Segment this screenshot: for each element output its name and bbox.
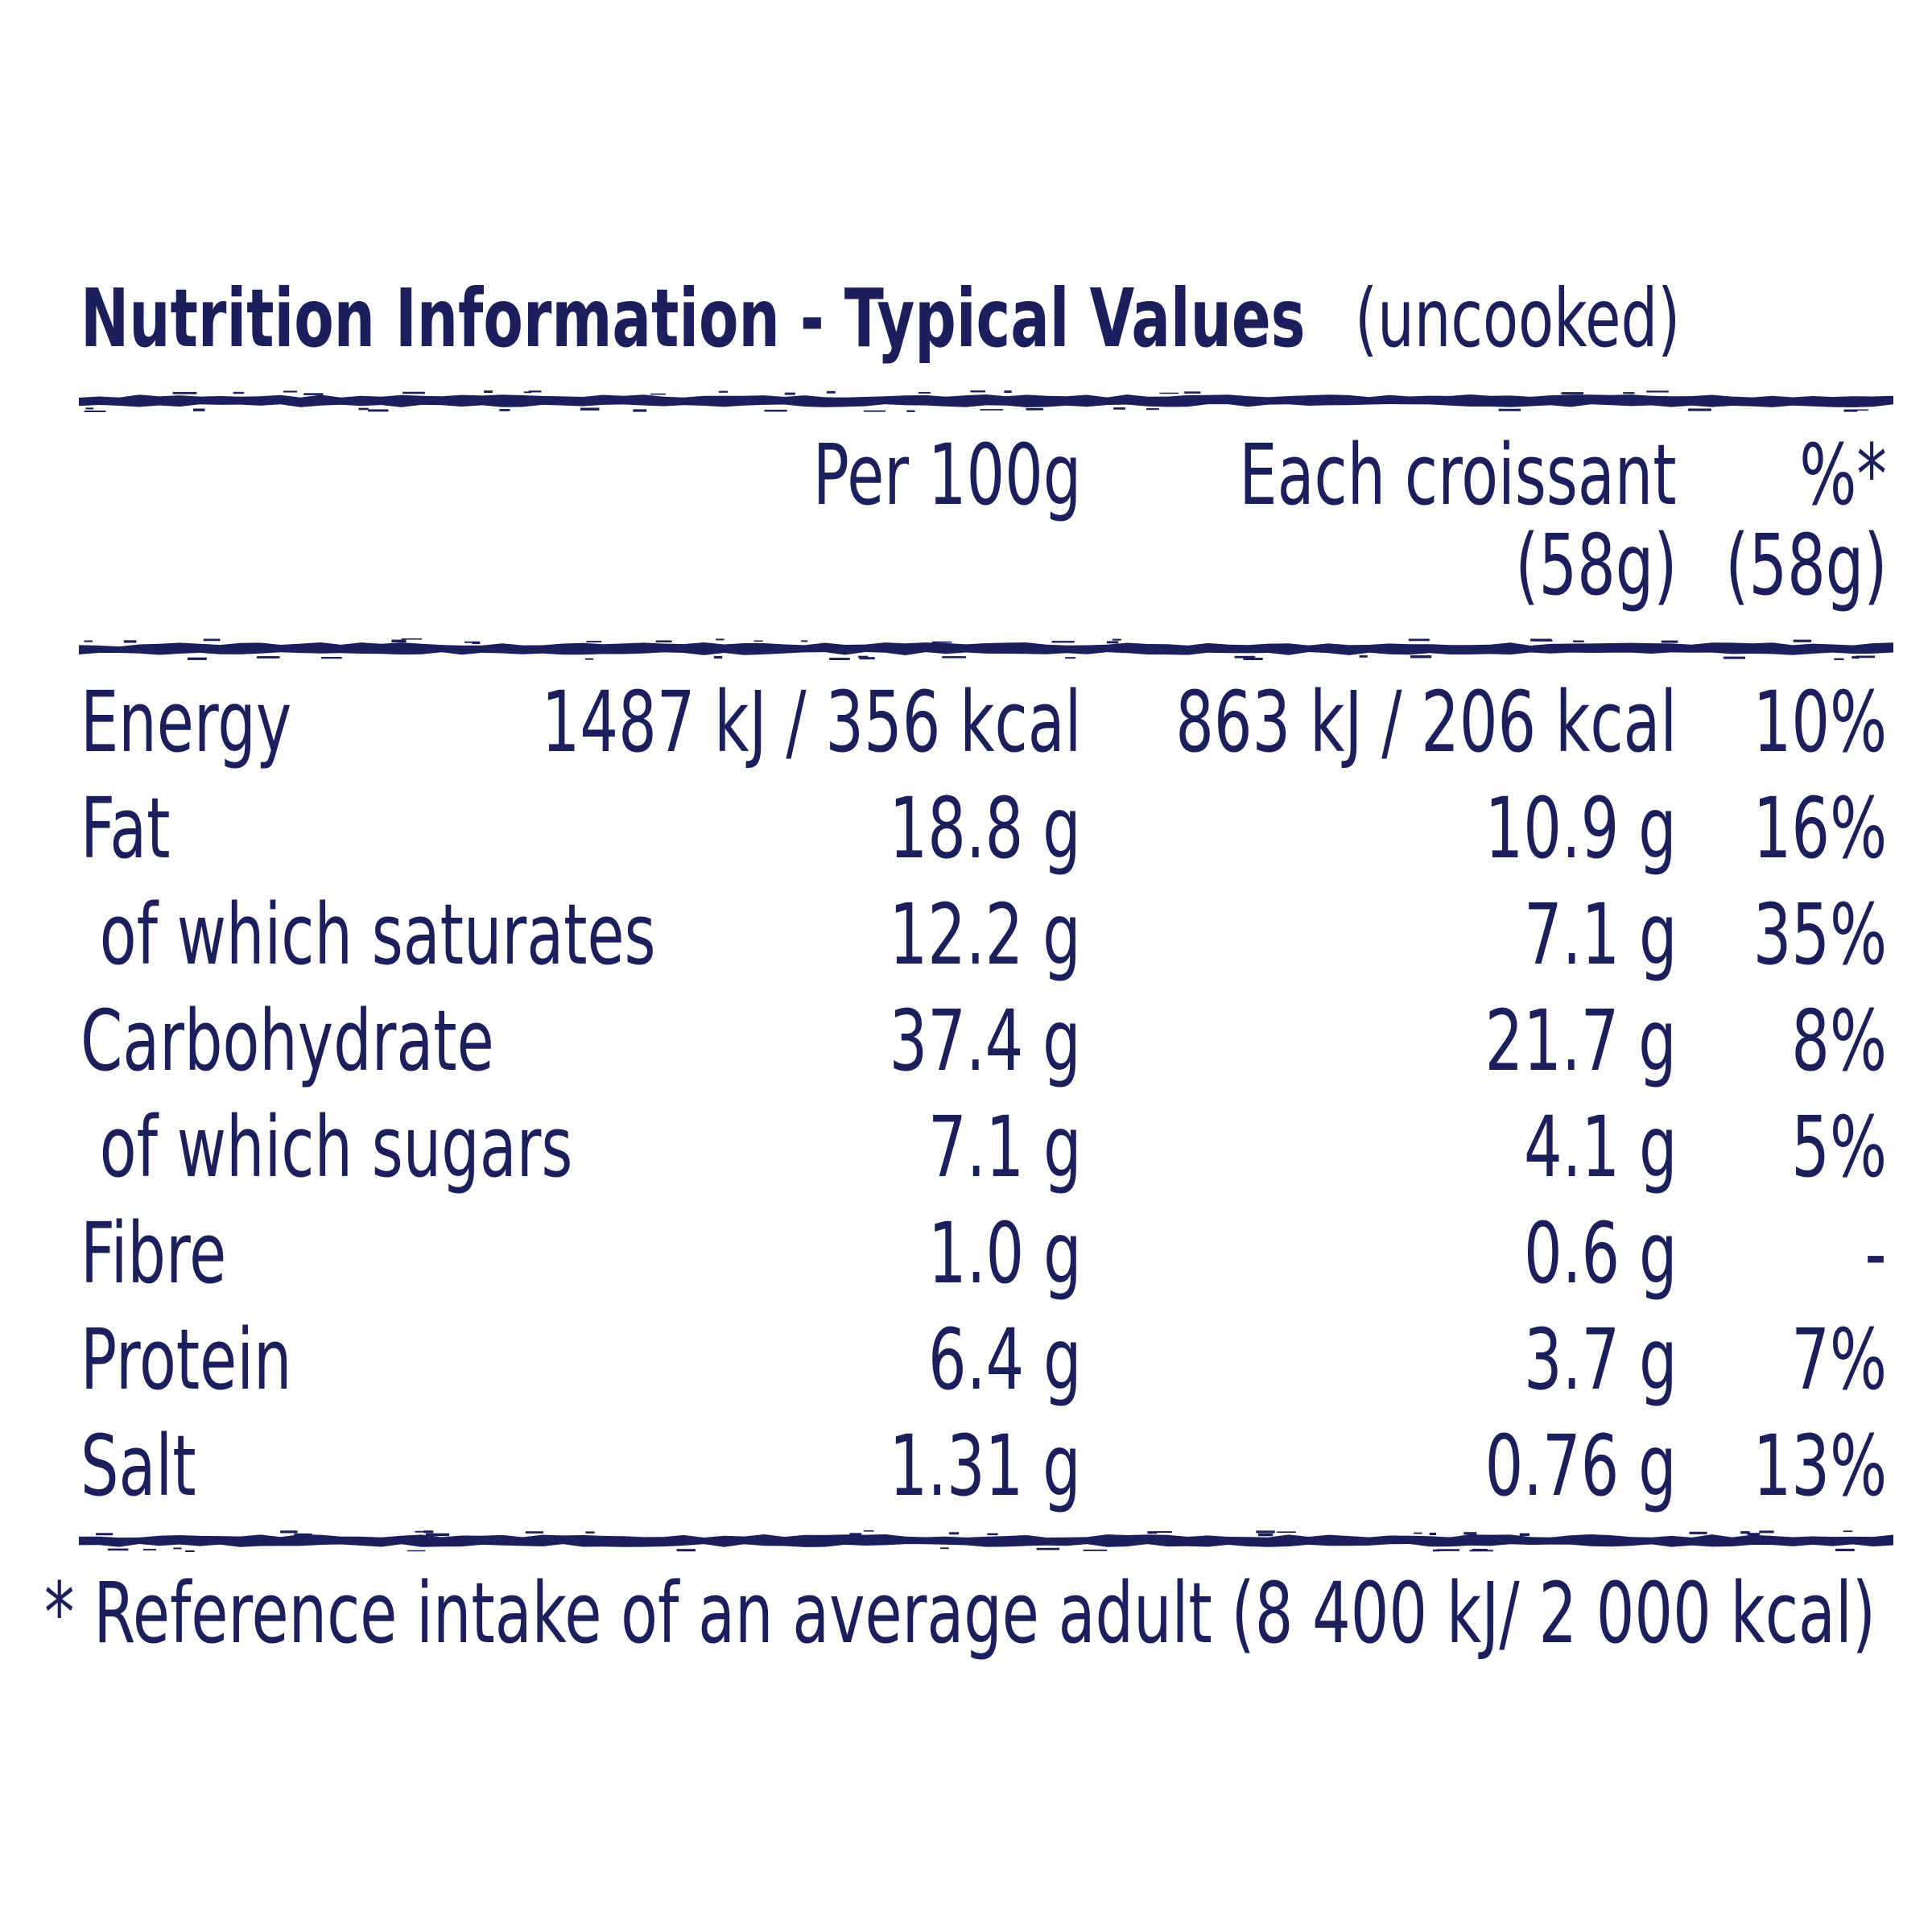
nutrient-per-100g: 12.2 g <box>889 886 1081 984</box>
column-header-each-croissant: Each croissant <box>1239 426 1677 524</box>
nutrient-per-100g: 1.31 g <box>889 1417 1081 1515</box>
brush-stroke-icon <box>79 1530 1893 1552</box>
nutrient-name: Carbohydrate <box>80 992 494 1090</box>
nutrient-per-100g: 1.0 g <box>927 1204 1081 1302</box>
nutrient-name: Energy <box>80 673 292 771</box>
nutrient-per-croissant: 21.7 g <box>1484 992 1677 1090</box>
column-header-reference-intake: %* <box>1799 426 1887 524</box>
divider-rule-bottom <box>79 1528 1893 1552</box>
nutrient-per-croissant: 4.1 g <box>1523 1098 1677 1196</box>
label-title: Nutrition Information - Typical Values <box>80 271 1306 365</box>
brush-stroke-icon <box>79 638 1893 660</box>
nutrient-reference-intake: - <box>1864 1204 1887 1302</box>
nutrient-per-croissant: 0.6 g <box>1523 1204 1677 1302</box>
nutrient-per-100g: 37.4 g <box>889 992 1081 1090</box>
nutrient-per-100g: 18.8 g <box>889 779 1081 877</box>
divider-rule-top <box>79 388 1893 412</box>
column-header-each-croissant-weight: (58g) <box>1514 516 1677 614</box>
column-header-per-100g: Per 100g <box>812 426 1081 524</box>
nutrient-reference-intake: 35% <box>1752 886 1887 984</box>
nutrient-per-100g: 6.4 g <box>927 1311 1081 1409</box>
nutrient-reference-intake: 5% <box>1791 1098 1887 1196</box>
nutrient-per-croissant: 3.7 g <box>1523 1311 1677 1409</box>
divider-rule-middle <box>79 636 1893 660</box>
nutrient-reference-intake: 16% <box>1752 779 1887 877</box>
nutrient-name: Fibre <box>80 1204 227 1302</box>
nutrient-name: Fat <box>80 779 171 877</box>
brush-stroke-icon <box>79 390 1893 412</box>
nutrient-per-croissant: 0.76 g <box>1484 1417 1677 1515</box>
label-title-qualifier: (uncooked) <box>1355 271 1681 365</box>
nutrient-per-croissant: 7.1 g <box>1523 886 1677 984</box>
nutrient-per-croissant: 10.9 g <box>1484 779 1677 877</box>
nutrient-per-croissant: 863 kJ / 206 kcal <box>1175 673 1677 771</box>
nutrient-reference-intake: 8% <box>1791 992 1887 1090</box>
nutrient-reference-intake: 7% <box>1791 1311 1887 1409</box>
nutrient-per-100g: 7.1 g <box>927 1098 1081 1196</box>
nutrient-reference-intake: 10% <box>1752 673 1887 771</box>
nutrient-name: of which saturates <box>80 886 656 984</box>
nutrient-reference-intake: 13% <box>1752 1417 1887 1515</box>
nutrient-per-100g: 1487 kJ / 356 kcal <box>541 673 1081 771</box>
nutrient-name: Salt <box>80 1417 196 1515</box>
nutrient-name: of which sugars <box>80 1098 573 1196</box>
nutrient-name: Protein <box>80 1311 292 1409</box>
reference-intake-footnote: * Reference intake of an average adult (… <box>44 1564 1876 1662</box>
column-header-reference-intake-weight: (58g) <box>1724 516 1887 614</box>
